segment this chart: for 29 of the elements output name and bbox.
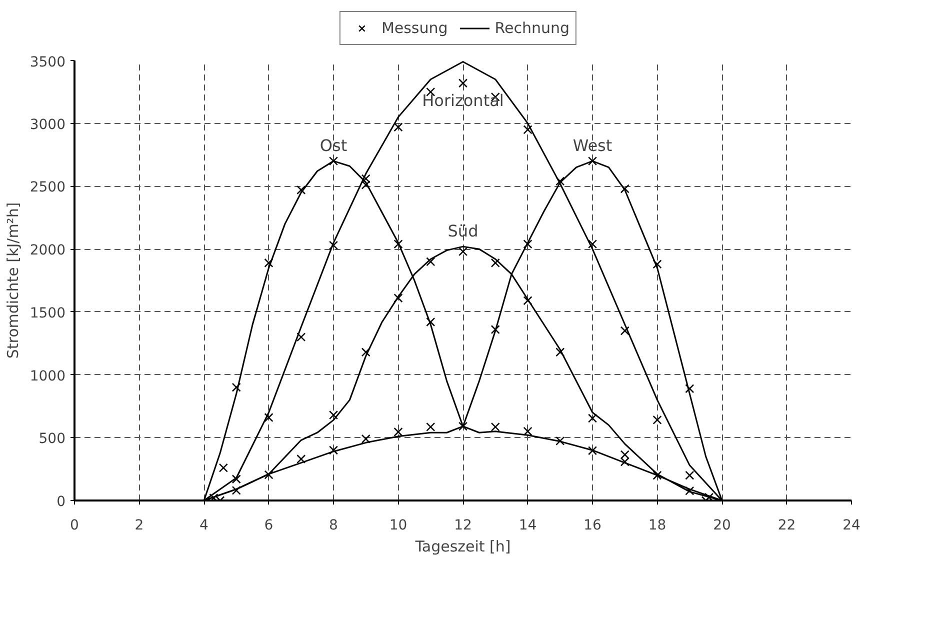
x-tick-label: 14: [518, 518, 537, 534]
x-tick-label: 18: [648, 518, 666, 534]
x-tick-label: 22: [778, 518, 796, 534]
x-tick-label: 24: [842, 518, 860, 534]
y-tick-label: 3000: [30, 116, 66, 133]
x-tick-label: 6: [264, 518, 274, 534]
x-tick-label: 10: [389, 518, 408, 534]
x-tick-label: 0: [70, 518, 79, 534]
x-tick-label: 20: [713, 518, 731, 534]
annotation: Süd: [448, 222, 478, 241]
y-tick-label: 3500: [30, 54, 66, 70]
x-axis-title: Tageszeit [h]: [414, 538, 511, 556]
y-tick-label: 0: [56, 494, 66, 510]
y-tick-label: 1500: [30, 305, 66, 322]
x-tick-label: 8: [329, 518, 338, 534]
legend-label: Messung: [381, 18, 448, 36]
annotation: Ost: [320, 136, 348, 156]
legend-label: Rechnung: [494, 18, 570, 36]
annotation: Horizontal: [422, 91, 504, 110]
y-axis-title: Stromdichte [kJ/m²h]: [4, 202, 22, 359]
annotation: West: [572, 136, 612, 156]
x-tick-label: 12: [454, 518, 472, 534]
x-tick-label: 4: [200, 518, 209, 534]
y-tick-label: 2500: [30, 180, 66, 196]
y-tick-label: 2000: [30, 242, 66, 259]
x-tick-label: 2: [134, 518, 144, 534]
y-tick-label: 1000: [30, 368, 66, 384]
x-tick-label: 16: [584, 518, 602, 534]
y-tick-label: 500: [38, 431, 66, 448]
